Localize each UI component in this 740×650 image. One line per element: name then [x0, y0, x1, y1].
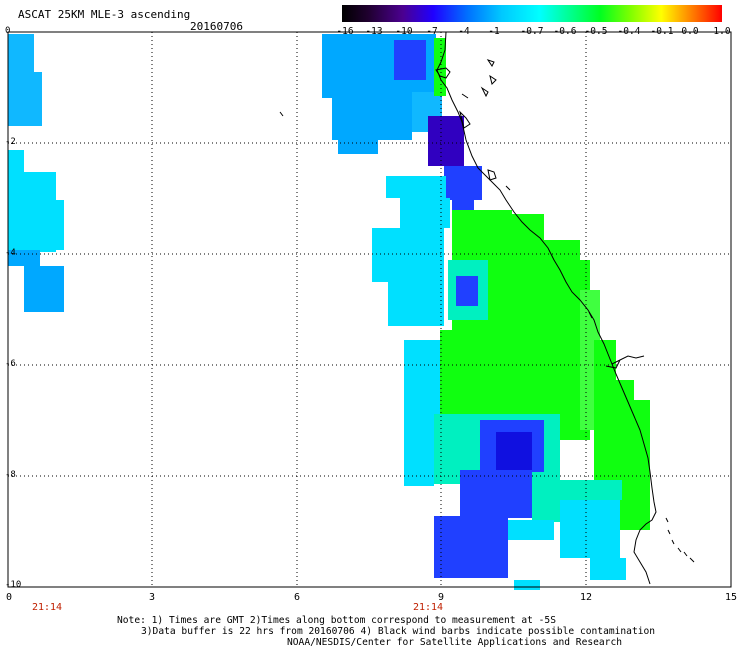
wind-cell	[56, 200, 64, 250]
note-line-3: NOAA/NESDIS/Center for Satellite Applica…	[287, 637, 623, 648]
wind-cell	[456, 276, 478, 306]
map-date: 20160706	[190, 20, 243, 33]
x-tick-12: 12	[579, 592, 593, 603]
wind-cell	[400, 198, 450, 228]
footnotes: Note: 1) Times are GMT 2)Times along bot…	[117, 615, 655, 648]
wind-cell	[496, 432, 532, 472]
coastline-inlet	[605, 355, 645, 369]
x-tick-0: 0	[5, 592, 13, 603]
wind-cell	[560, 500, 620, 558]
colorbar	[342, 5, 722, 22]
note-line-2: 3)Data buffer is 22 hrs from 20160706 4)…	[141, 626, 656, 637]
wind-cell	[434, 38, 446, 96]
wind-cell	[440, 330, 570, 420]
time-label-left: 21:14	[31, 602, 63, 613]
x-tick-9: 9	[437, 592, 445, 603]
x-tick-15: 15	[724, 592, 738, 603]
wind-cell	[386, 176, 446, 198]
wind-cell	[338, 140, 378, 154]
wind-cell	[394, 40, 426, 80]
time-label-right: 21:14	[412, 602, 444, 613]
map-title: ASCAT 25KM MLE-3 ascending	[18, 8, 191, 21]
data-cells	[8, 34, 650, 590]
wind-cell	[434, 516, 508, 578]
wind-cell	[24, 172, 56, 252]
coastline-islands	[279, 59, 695, 563]
wind-cell	[620, 500, 650, 530]
wind-cell	[8, 34, 34, 126]
y-tick-2: -2	[5, 137, 16, 147]
wind-cell	[508, 520, 554, 540]
note-line-1: Note: 1) Times are GMT 2)Times along bot…	[117, 615, 556, 626]
y-tick-4: -4	[5, 248, 16, 258]
wind-cell	[8, 150, 24, 250]
y-tick-6: -6	[5, 359, 16, 369]
x-tick-3: 3	[148, 592, 156, 603]
wind-cell	[444, 166, 482, 200]
wind-cell	[620, 400, 650, 510]
wind-cell	[514, 580, 540, 590]
wind-cell	[460, 470, 532, 518]
wind-cell	[404, 340, 440, 416]
x-tick-6: 6	[293, 592, 301, 603]
wind-cell	[332, 98, 412, 140]
wind-cell	[34, 72, 42, 126]
y-tick-0: 0	[5, 26, 11, 36]
wind-cell	[24, 266, 64, 312]
y-tick-8: -8	[5, 470, 16, 480]
wind-cell	[404, 414, 434, 486]
grid-lines	[8, 32, 731, 587]
wind-cell	[590, 558, 626, 580]
wind-cell	[428, 116, 464, 166]
coastline	[436, 31, 657, 585]
map-frame	[7, 31, 732, 588]
wind-cell	[388, 282, 444, 326]
wind-cell	[372, 228, 444, 282]
y-tick-10: -10	[5, 580, 22, 590]
